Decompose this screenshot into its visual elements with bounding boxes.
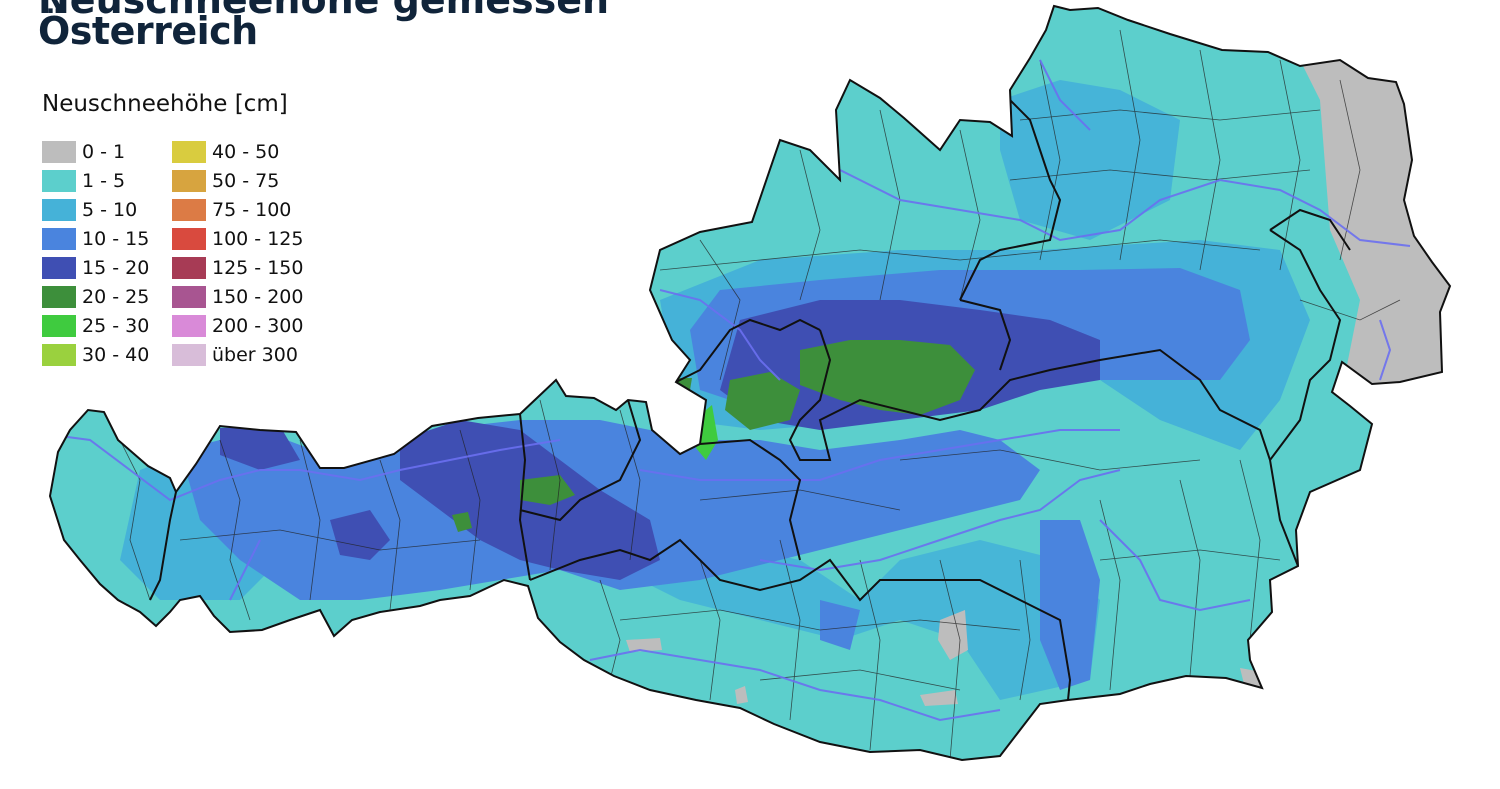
legend-label: 25 - 30 xyxy=(82,315,150,337)
legend-item: 75 - 100 xyxy=(172,198,291,222)
map-title-partial: Neuschneehöhe gemessen xyxy=(38,0,610,22)
legend-item: 100 - 125 xyxy=(172,227,303,251)
legend-item: 5 - 10 xyxy=(42,198,137,222)
legend-swatch xyxy=(172,286,206,308)
legend-swatch xyxy=(172,344,206,366)
legend-label: 15 - 20 xyxy=(82,257,150,279)
legend-item: 1 - 5 xyxy=(42,169,125,193)
legend-label: 30 - 40 xyxy=(82,344,150,366)
legend-label: 10 - 15 xyxy=(82,228,150,250)
legend-label: 100 - 125 xyxy=(212,228,304,250)
legend-label: 20 - 25 xyxy=(82,286,150,308)
legend-item: 50 - 75 xyxy=(172,169,279,193)
legend-label: 40 - 50 xyxy=(212,141,280,163)
legend-item: 25 - 30 xyxy=(42,314,149,338)
legend-title: Neuschneehöhe [cm] xyxy=(42,91,288,117)
legend-label: 75 - 100 xyxy=(212,199,292,221)
legend-item: 20 - 25 xyxy=(42,285,149,309)
legend-swatch xyxy=(42,257,76,279)
legend-swatch xyxy=(172,199,206,221)
legend-item: 15 - 20 xyxy=(42,256,149,280)
legend-item: 10 - 15 xyxy=(42,227,149,251)
legend-label: 150 - 200 xyxy=(212,286,304,308)
legend-item: 150 - 200 xyxy=(172,285,303,309)
legend-label: 1 - 5 xyxy=(82,170,126,192)
legend-label: über 300 xyxy=(212,344,298,366)
legend-swatch xyxy=(42,170,76,192)
legend-item: 200 - 300 xyxy=(172,314,303,338)
legend-item: über 300 xyxy=(172,343,298,367)
legend-swatch xyxy=(172,228,206,250)
legend-swatch xyxy=(42,228,76,250)
legend-label: 200 - 300 xyxy=(212,315,304,337)
legend-item: 40 - 50 xyxy=(172,140,279,164)
legend-swatch xyxy=(42,286,76,308)
legend-swatch xyxy=(172,170,206,192)
legend-item: 30 - 40 xyxy=(42,343,149,367)
legend-item: 125 - 150 xyxy=(172,256,303,280)
legend-swatch xyxy=(42,141,76,163)
legend-label: 50 - 75 xyxy=(212,170,280,192)
legend-swatch xyxy=(42,315,76,337)
legend-swatch xyxy=(42,199,76,221)
legend-label: 125 - 150 xyxy=(212,257,304,279)
legend-label: 5 - 10 xyxy=(82,199,138,221)
legend-item: 0 - 1 xyxy=(42,140,125,164)
legend-swatch xyxy=(172,141,206,163)
legend: 0 - 1 1 - 5 5 - 10 10 - 15 15 - 20 20 - 25 25 … xyxy=(42,140,342,380)
legend-swatch xyxy=(42,344,76,366)
legend-swatch xyxy=(172,257,206,279)
legend-swatch xyxy=(172,315,206,337)
legend-label: 0 - 1 xyxy=(82,141,126,163)
map-title: Österreich xyxy=(38,9,258,53)
